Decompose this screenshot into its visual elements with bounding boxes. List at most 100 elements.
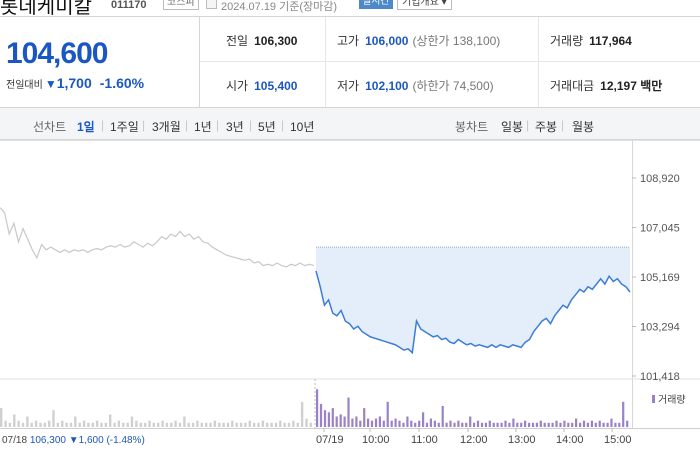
- prev-volume-bar: [157, 422, 160, 427]
- today-volume-bar: [363, 408, 366, 427]
- prev-volume-bar: [205, 422, 208, 427]
- current-price-box: 104,600 전일대비 ▼1,700 -1.60%: [0, 17, 200, 107]
- y-tick-label: 103,294: [640, 322, 680, 334]
- prev-volume-bar: [261, 420, 265, 427]
- volume: 거래량 117,964: [550, 34, 632, 48]
- candle-chart-label: 봉차트: [455, 120, 489, 134]
- today-volume-bar: [488, 420, 491, 427]
- current-price: 104,600: [6, 37, 108, 70]
- tab-weekly-candle[interactable]: 주봉: [535, 120, 558, 134]
- today-volume-bar: [575, 418, 578, 427]
- down-arrow-icon: ▼: [44, 77, 57, 91]
- tab-10year[interactable]: 10년: [290, 120, 315, 134]
- prev-day-summary: 07/18 106,300 ▼1,600 (-1.48%): [2, 435, 145, 446]
- prev-volume-bar: [69, 422, 73, 427]
- x-tick-label: 10:00: [362, 434, 390, 446]
- prev-volume-bar: [104, 422, 108, 427]
- prev-volume-bar: [248, 420, 251, 427]
- prev-close: 전일 106,300: [226, 34, 298, 48]
- today-volume-bar: [473, 422, 476, 427]
- today-volume-bar: [461, 422, 464, 427]
- stock-header: 롯데케미칼 011170 코스피 2024.07.19 기준(장마감) 실시간 …: [0, 0, 700, 18]
- prev-volume-bar: [48, 420, 51, 427]
- tab-1day[interactable]: 1일: [77, 120, 95, 134]
- today-volume-bar: [441, 406, 444, 427]
- prev-volume-bar: [165, 422, 169, 427]
- prev-volume-bar: [56, 422, 60, 427]
- line-chart-label: 선차트: [33, 120, 67, 134]
- prev-volume-bar: [126, 422, 129, 427]
- quote-datetime: 2024.07.19 기준(장마감): [221, 1, 338, 13]
- today-volume-bar: [567, 422, 570, 427]
- tab-1week[interactable]: 1주일: [110, 120, 139, 134]
- today-volume-bar: [410, 420, 413, 427]
- tab-3year[interactable]: 3년: [226, 120, 244, 134]
- prev-volume-bar: [196, 420, 199, 427]
- tab-monthly-candle[interactable]: 월봉: [572, 120, 595, 134]
- today-volume-bar: [500, 422, 503, 427]
- prev-volume-bar: [231, 420, 234, 427]
- prev-volume-bar: [152, 422, 155, 427]
- today-volume-bar: [559, 422, 562, 427]
- quote-panel: 104,600 전일대비 ▼1,700 -1.60% 전일 106,300 고가 106…: [0, 16, 700, 108]
- today-volume-bar: [586, 422, 589, 427]
- change-label: 전일대비: [6, 80, 43, 91]
- tab-3month[interactable]: 3개월: [152, 120, 181, 134]
- tab-daily-candle[interactable]: 일봉: [501, 120, 524, 134]
- today-volume-bar: [531, 422, 535, 427]
- x-tick-label: 13:00: [508, 434, 536, 446]
- today-volume-bar: [378, 416, 381, 427]
- today-volume-bar: [331, 408, 334, 427]
- today-volume-bar: [465, 422, 468, 427]
- today-volume-bar: [606, 422, 609, 427]
- market-badge: 코스피: [163, 0, 199, 10]
- today-volume-bar: [359, 420, 362, 427]
- calendar-icon: [206, 0, 217, 9]
- today-volume-bar: [425, 422, 429, 427]
- tab-5year[interactable]: 5년: [258, 120, 276, 134]
- prev-volume-bar: [257, 422, 260, 427]
- prev-volume-bar: [191, 422, 195, 427]
- prev-volume-bar: [187, 422, 190, 427]
- prev-volume-bar: [122, 422, 125, 427]
- prev-volume-bar: [209, 422, 212, 427]
- today-volume-bar: [598, 420, 601, 427]
- prev-volume-bar: [235, 422, 238, 427]
- realtime-badge[interactable]: 실시간: [359, 0, 393, 9]
- today-volume-bar: [351, 418, 354, 427]
- company-info-button[interactable]: 기업개요 ▾: [397, 0, 452, 10]
- tab-1year[interactable]: 1년: [194, 120, 212, 134]
- prev-volume-bar: [148, 420, 151, 427]
- today-volume-bar: [543, 422, 546, 427]
- prev-volume-bar: [161, 420, 164, 427]
- prev-volume-bar: [26, 416, 29, 427]
- prev-volume-bar: [74, 416, 77, 427]
- today-volume-bar: [374, 418, 378, 427]
- y-tick-label: 108,920: [640, 173, 680, 185]
- today-volume-bar: [571, 422, 574, 427]
- today-volume-bar: [626, 420, 629, 427]
- y-tick-label: 105,169: [640, 272, 680, 284]
- today-price-line: [315, 270, 631, 355]
- today-volume-bar: [594, 422, 597, 427]
- quote-row-1: 전일 106,300 고가 106,000 (상한가 138,100) 거래량 117,…: [200, 17, 700, 62]
- today-volume-bar: [622, 401, 625, 427]
- today-volume-bar: [579, 422, 582, 427]
- prev-volume-bar: [8, 422, 12, 427]
- today-volume-bar: [551, 422, 554, 427]
- today-volume-bar: [429, 418, 432, 427]
- today-volume-bar: [367, 418, 370, 427]
- prev-volume-bar: [226, 422, 230, 427]
- volume-legend-label: 거래량: [658, 394, 686, 406]
- today-volume-bar: [535, 422, 538, 427]
- prev-volume-bar: [78, 422, 81, 427]
- prev-volume-bar: [170, 422, 173, 427]
- today-volume-bar: [370, 420, 374, 427]
- x-tick-label: 15:00: [604, 434, 632, 446]
- prev-volume-bar: [279, 420, 282, 427]
- prev-volume-bar: [287, 422, 291, 427]
- today-volume-bar: [316, 389, 319, 427]
- today-volume-bar: [453, 422, 456, 427]
- today-volume-bar: [386, 401, 389, 427]
